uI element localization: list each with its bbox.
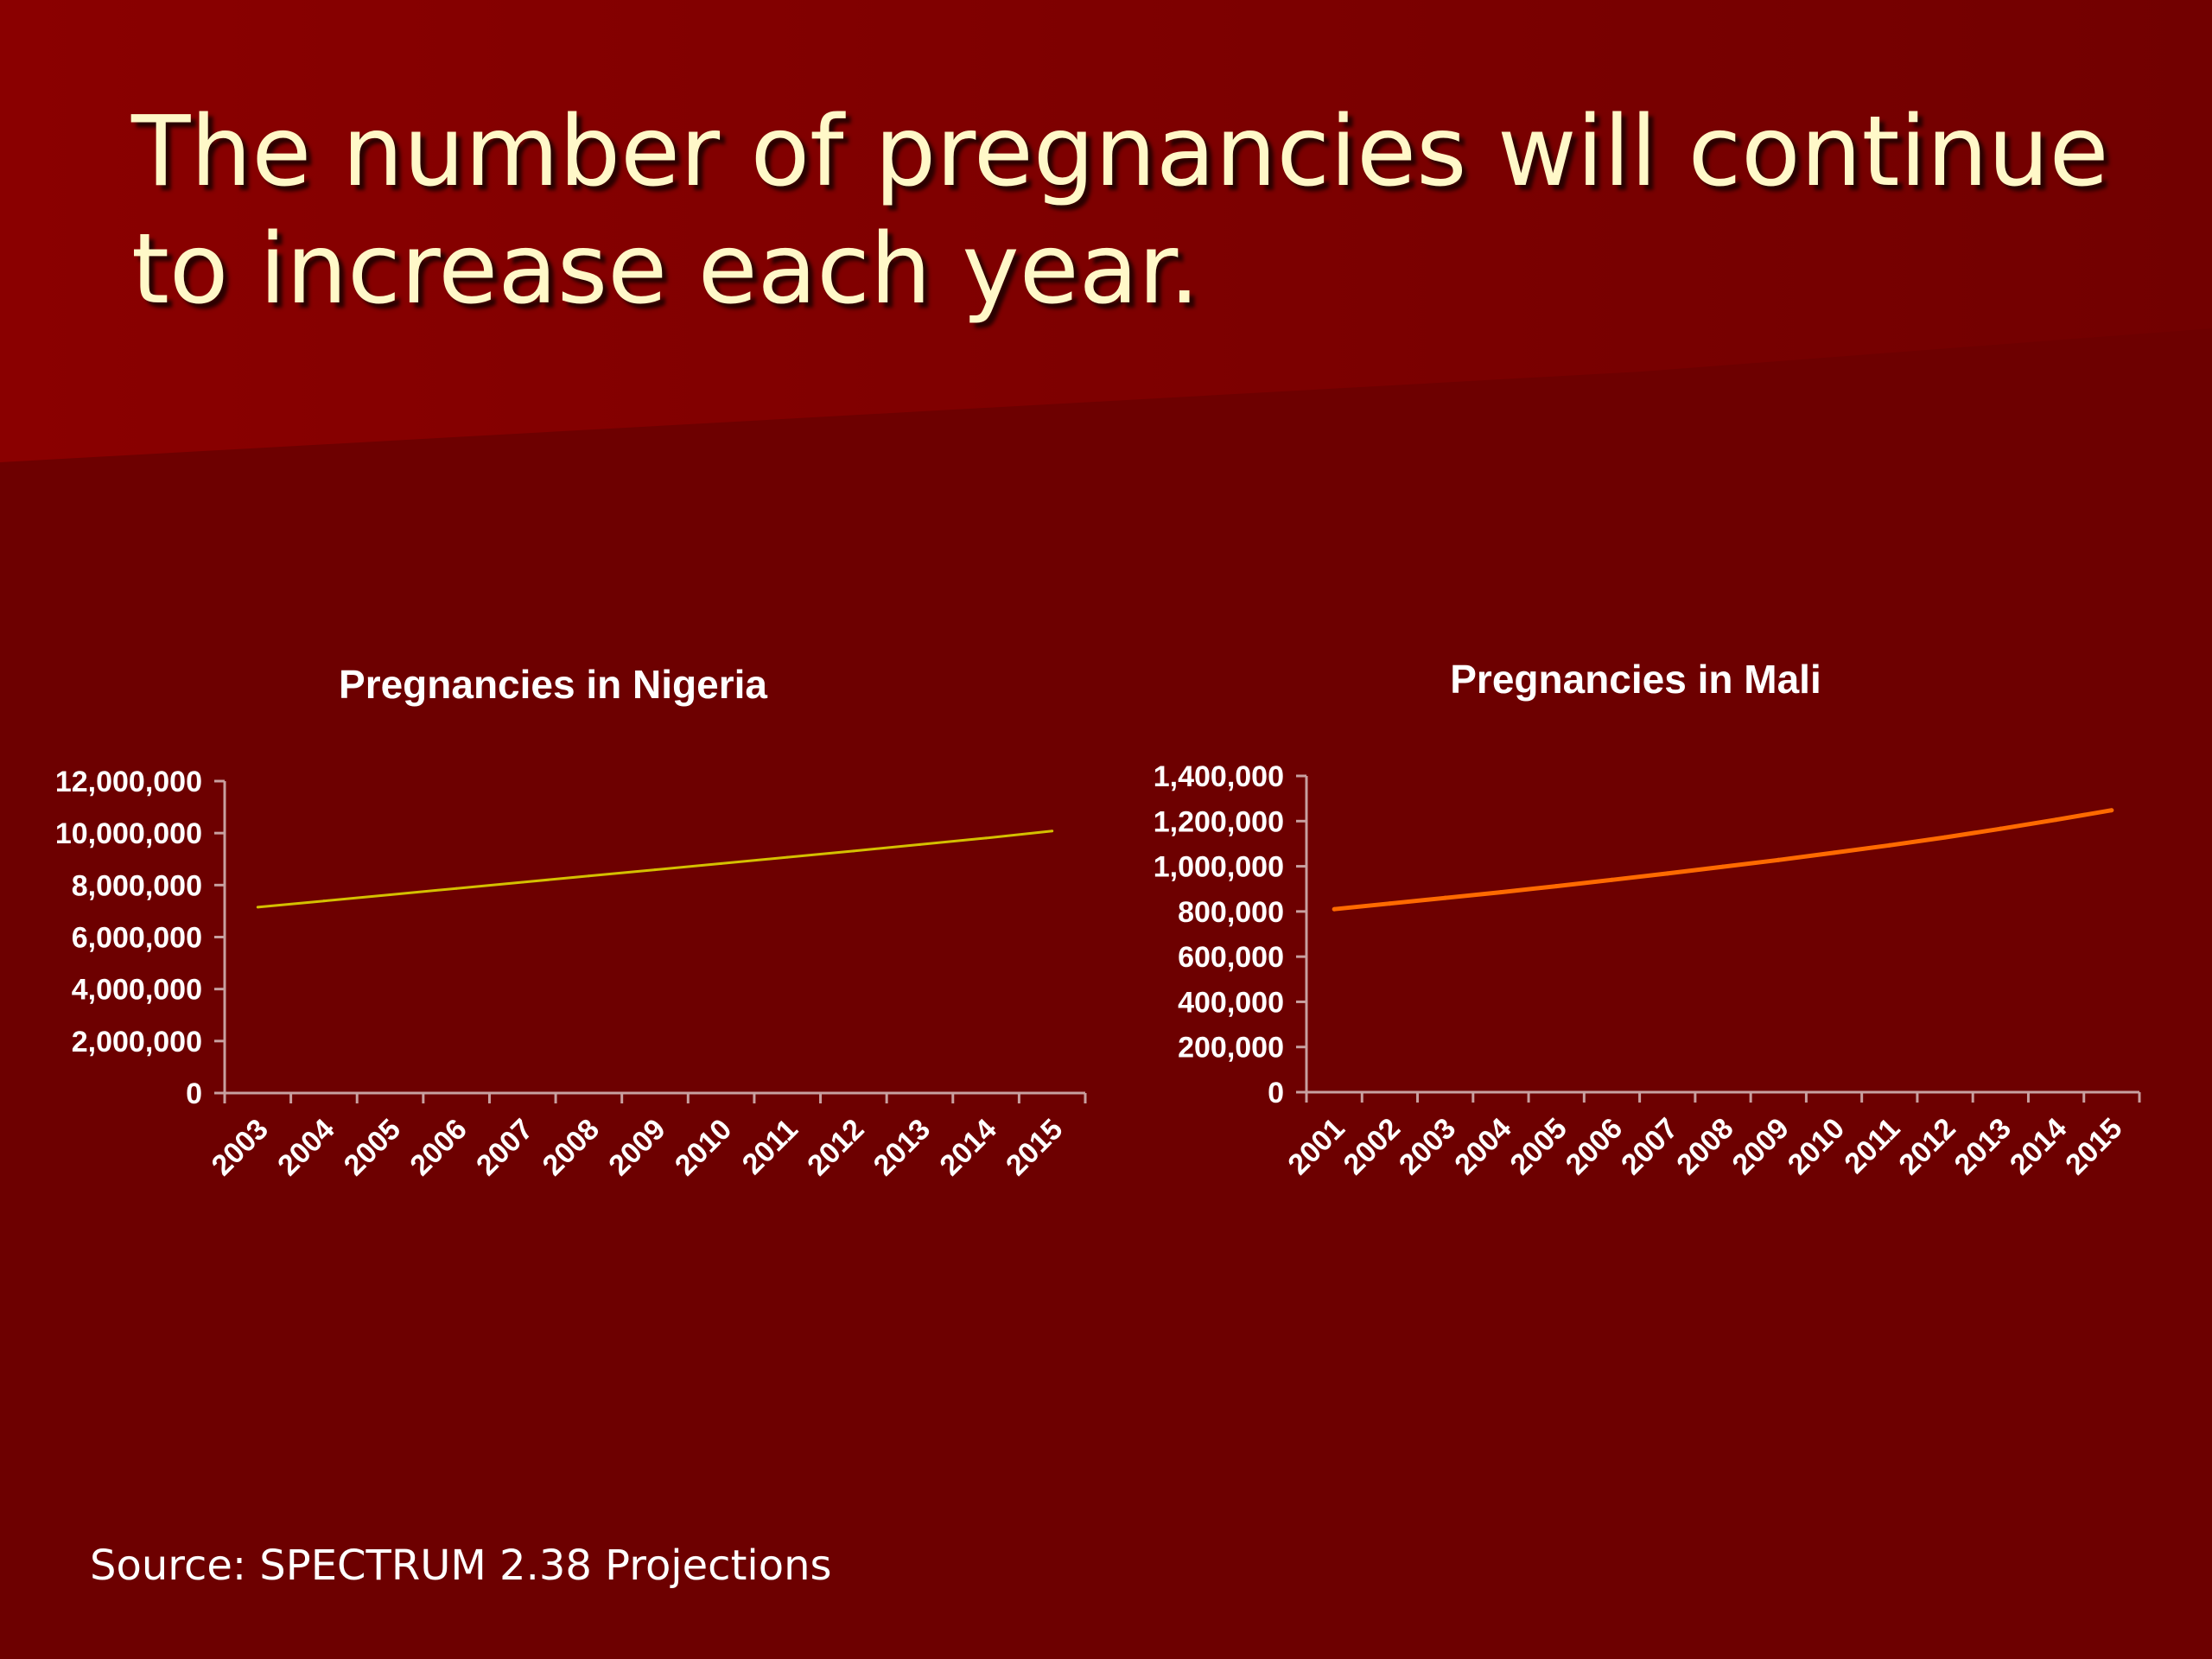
y-tick-label: 10,000,000 [55,817,202,850]
data-point [1443,895,1448,900]
data-point [1387,901,1392,906]
chart-title: Pregnancies in Nigeria [339,662,767,707]
x-tick-label: 2001 [1281,1112,1351,1181]
y-tick-label: 0 [186,1077,202,1110]
data-point [785,855,789,859]
data-point [256,906,259,909]
slide-title: The number of pregnancies will continue … [131,96,2109,326]
data-point [1051,830,1054,833]
x-tick-label: 2009 [1726,1112,1796,1181]
data-point [1554,884,1559,889]
x-tick-label: 2011 [1838,1112,1906,1180]
x-tick-label: 2006 [1560,1112,1629,1181]
data-point [521,880,524,884]
y-tick-label: 8,000,000 [72,869,202,902]
x-tick-label: 2010 [1782,1112,1851,1181]
y-tick-label: 1,400,000 [1154,760,1284,793]
y-tick-label: 1,000,000 [1154,851,1284,884]
data-point [1776,857,1781,862]
data-point [322,899,326,903]
data-point [1609,877,1614,882]
y-tick-label: 12,000,000 [55,766,202,798]
data-point [1720,864,1726,869]
data-point [1942,835,1948,840]
x-tick-label: 2004 [1448,1112,1517,1181]
data-point [1887,842,1892,848]
data-point [1332,906,1337,912]
data-point [1665,871,1670,876]
y-tick-label: 1,200,000 [1154,805,1284,838]
chart-title: Pregnancies in Mali [1450,657,1821,702]
data-point [653,868,657,872]
x-tick-label: 2002 [1338,1112,1407,1181]
x-tick-label: 2008 [1670,1112,1739,1181]
x-tick-label: 2014 [2004,1112,2073,1181]
data-point [984,836,988,840]
y-tick-label: 2,000,000 [72,1026,202,1058]
x-tick-label: 2005 [1504,1112,1573,1181]
y-tick-label: 800,000 [1178,896,1284,929]
data-point [1998,826,2003,831]
data-point [852,849,855,853]
x-tick-label: 2003 [1393,1112,1462,1181]
data-point [587,874,590,878]
y-tick-label: 4,000,000 [72,974,202,1007]
x-tick-label: 2007 [1615,1112,1684,1181]
y-tick-label: 400,000 [1178,986,1284,1019]
data-point [1498,890,1503,895]
data-point [454,887,458,890]
source-note: Source: SPECTRUM 2.38 Projections [90,1541,832,1590]
series-line [1333,808,2113,912]
y-tick-label: 6,000,000 [72,922,202,955]
data-point [1832,850,1837,855]
data-point [720,861,723,865]
x-tick-label: 2012 [1892,1112,1961,1181]
data-point [2109,808,2114,813]
y-tick-label: 600,000 [1178,941,1284,974]
data-point [389,893,392,896]
data-point [2054,817,2059,823]
data-point [918,842,921,846]
x-tick-label: 2015 [2059,1112,2128,1181]
y-tick-label: 0 [1268,1077,1284,1109]
y-tick-label: 200,000 [1178,1032,1284,1065]
x-tick-label: 2013 [1948,1112,2018,1181]
